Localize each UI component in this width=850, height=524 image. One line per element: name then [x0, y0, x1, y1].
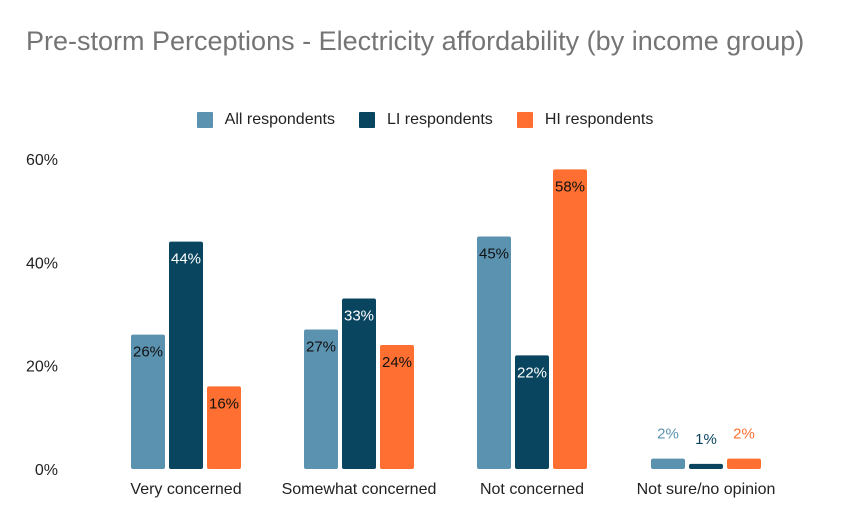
legend-label-hi: HI respondents [544, 111, 654, 128]
bar [131, 334, 165, 469]
x-tick-label: Somewhat concerned [282, 481, 437, 498]
bar [207, 386, 241, 469]
bar [380, 345, 414, 469]
data-label: 44% [171, 251, 201, 268]
legend-swatch-all [196, 112, 213, 128]
data-label: 33% [344, 308, 374, 325]
bar [553, 169, 587, 470]
data-label: 45% [479, 246, 509, 263]
data-label: 26% [133, 344, 163, 361]
bar [515, 355, 549, 469]
data-label: 58% [555, 178, 585, 195]
legend-item-hi: HI respondents [516, 111, 654, 129]
bar [169, 241, 203, 469]
data-label: 1% [695, 431, 717, 448]
y-tick-label: 60% [26, 152, 58, 169]
bar [689, 463, 723, 469]
legend-swatch-li [358, 112, 375, 128]
bar [727, 458, 761, 469]
data-label: 16% [209, 395, 239, 412]
data-label: 27% [306, 339, 336, 356]
bar [304, 329, 338, 469]
bar [651, 458, 685, 469]
x-tick-label: Not concerned [480, 481, 584, 498]
x-tick-label: Very concerned [130, 481, 241, 498]
x-tick-label: Not sure/no opinion [637, 481, 776, 498]
legend: All respondents LI respondents HI respon… [0, 111, 850, 129]
y-tick-label: 40% [26, 255, 58, 272]
legend-label-all: All respondents [224, 111, 335, 128]
y-tick-label: 20% [26, 359, 58, 376]
legend-item-li: LI respondents [358, 111, 493, 129]
data-label: 24% [382, 354, 412, 371]
data-label: 2% [733, 426, 755, 443]
bar [342, 298, 376, 469]
chart-title: Pre-storm Perceptions - Electricity affo… [26, 26, 805, 56]
data-label: 22% [517, 364, 547, 381]
y-tick-label: 0% [35, 462, 58, 479]
legend-label-li: LI respondents [386, 111, 493, 128]
legend-item-all: All respondents [196, 111, 335, 129]
data-label: 2% [657, 426, 679, 443]
legend-swatch-hi [516, 112, 533, 128]
bar [477, 236, 511, 469]
